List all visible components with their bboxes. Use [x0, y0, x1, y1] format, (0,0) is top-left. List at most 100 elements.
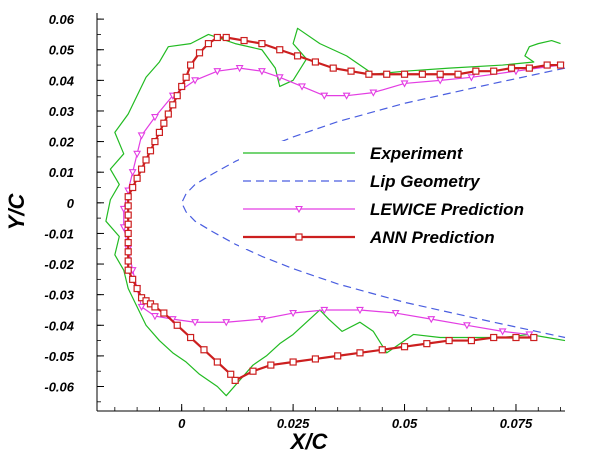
data-point — [133, 150, 142, 158]
data-point — [391, 309, 400, 318]
y-tick-label: -0.02 — [44, 257, 74, 272]
data-point — [258, 40, 266, 48]
data-point — [436, 70, 444, 78]
data-point — [213, 358, 221, 366]
y-tick-label: 0.04 — [49, 73, 75, 88]
y-tick-label: -0.03 — [44, 288, 74, 303]
series-lip-geometry — [181, 67, 566, 339]
data-point — [512, 333, 520, 342]
data-point — [124, 220, 132, 228]
data-point — [472, 67, 480, 75]
y-tick-label: 0.05 — [49, 43, 75, 58]
data-point — [124, 193, 132, 201]
data-point — [356, 349, 364, 357]
data-point — [275, 74, 284, 82]
series-line — [181, 67, 566, 339]
data-point — [231, 376, 239, 384]
legend-entry: Experiment — [239, 141, 539, 165]
data-point — [334, 352, 342, 360]
y-tick-label: 0.03 — [49, 104, 75, 119]
data-point — [191, 77, 199, 85]
data-point — [213, 33, 221, 42]
data-point — [142, 156, 150, 164]
data-point — [320, 92, 329, 100]
data-point — [151, 114, 159, 122]
data-point — [490, 333, 498, 342]
data-point — [467, 336, 475, 345]
data-point — [423, 340, 431, 348]
data-point — [329, 64, 337, 72]
data-point — [160, 309, 168, 317]
legend-label: Lip Geometry — [370, 172, 481, 191]
data-point — [525, 64, 533, 72]
data-point — [204, 40, 213, 48]
series-line — [105, 27, 566, 397]
x-axis-title: X/C — [289, 429, 329, 454]
data-point — [257, 68, 266, 76]
y-tick-label: -0.01 — [44, 226, 74, 241]
legend: Experiment Lip Geometry LEWICE Prediction A… — [239, 141, 539, 249]
data-point — [543, 61, 551, 69]
data-point — [347, 67, 355, 75]
data-point — [311, 355, 319, 363]
y-tick-label: -0.04 — [44, 318, 74, 333]
data-point — [133, 284, 141, 293]
data-point — [400, 80, 409, 88]
data-point — [418, 70, 426, 78]
data-point — [213, 68, 222, 76]
data-point — [378, 346, 386, 354]
data-point — [146, 147, 155, 155]
y-tick-label: -0.05 — [44, 349, 74, 364]
data-point — [383, 70, 391, 78]
data-point — [454, 70, 462, 78]
data-point — [137, 303, 146, 312]
y-tick-label: 0.01 — [49, 165, 74, 180]
data-point — [507, 64, 516, 72]
data-point — [129, 183, 137, 192]
data-point — [365, 70, 373, 78]
data-point — [128, 169, 137, 177]
data-point — [249, 367, 257, 375]
y-tick-label: -0.06 — [44, 380, 74, 395]
data-point — [222, 319, 231, 327]
data-point — [400, 343, 409, 351]
data-point — [151, 313, 159, 321]
data-point — [124, 266, 132, 274]
data-point — [124, 257, 132, 265]
data-point — [124, 202, 132, 210]
y-tick-label: 0 — [67, 196, 75, 211]
data-point — [182, 73, 190, 81]
legend-marker — [295, 205, 303, 214]
legend-label: LEWICE Prediction — [370, 200, 524, 219]
x-tick-label: 0 — [178, 416, 186, 431]
data-point — [200, 346, 208, 354]
data-point — [400, 70, 409, 78]
data-point — [463, 322, 471, 330]
data-point — [311, 58, 319, 66]
data-point — [240, 36, 248, 45]
data-point — [164, 110, 172, 118]
data-point — [133, 174, 141, 182]
data-point — [187, 61, 195, 69]
data-point — [356, 306, 364, 315]
x-tick-label: 0.025 — [277, 416, 310, 431]
data-point — [173, 321, 181, 329]
data-point — [235, 65, 244, 73]
data-point — [267, 361, 275, 369]
legend-label: Experiment — [370, 144, 464, 163]
data-point — [151, 303, 159, 311]
x-tick-label: 0.075 — [500, 416, 533, 431]
series-experiment — [105, 27, 566, 397]
data-point — [151, 137, 159, 146]
data-point — [490, 67, 498, 75]
data-point — [222, 33, 230, 42]
legend-marker — [295, 233, 303, 241]
legend-label: ANN Prediction — [369, 228, 495, 247]
legend-entry: Lip Geometry — [239, 169, 539, 193]
data-point — [227, 370, 235, 378]
data-point — [124, 239, 132, 247]
series-ann-prediction — [124, 33, 565, 384]
data-point — [445, 336, 453, 345]
data-point — [124, 229, 132, 238]
